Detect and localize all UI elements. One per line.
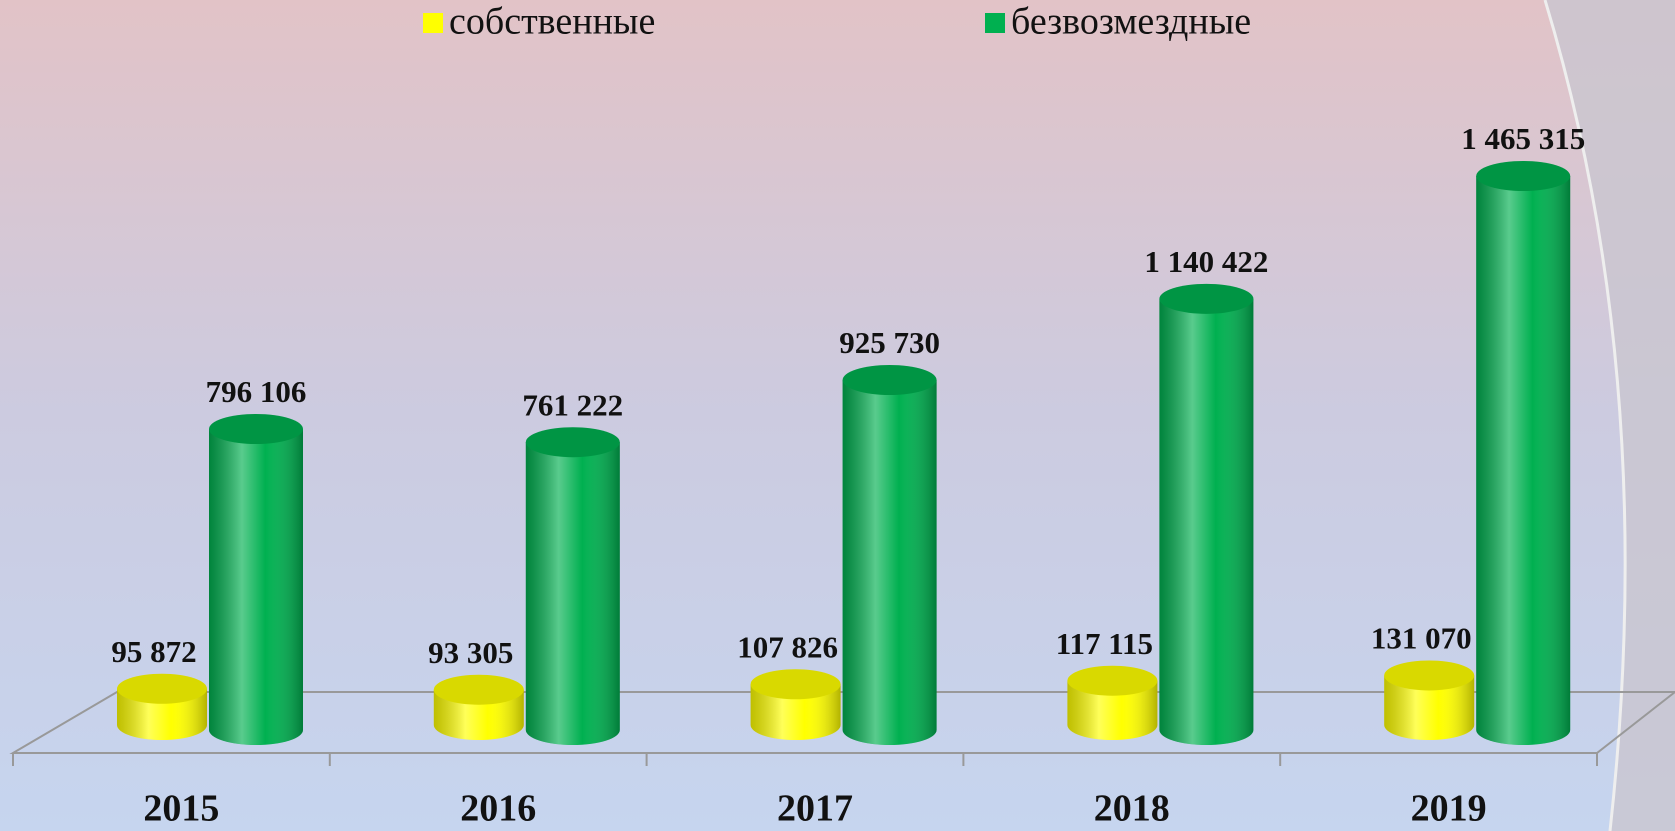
value-label: 925 730 [839,325,940,360]
value-label: 95 872 [111,634,196,669]
legend-label: собственные [449,1,655,43]
value-label: 107 826 [737,629,838,664]
value-label: 93 305 [428,635,513,670]
cylinder-shade [750,684,841,741]
cylinder-top-shade [750,669,841,700]
cylinder-top-shade [1384,660,1475,691]
cylinder-top [117,673,207,704]
value-label: 1 140 422 [1144,244,1268,279]
cylinder-top [209,414,303,445]
legend-swatch [423,13,443,33]
cylinder-top-shade [433,674,524,705]
value-label: 761 222 [522,387,623,422]
cylinder-shade [1067,680,1158,741]
value-label: 796 106 [206,374,307,409]
cylinder-shade [525,442,620,745]
cylinder-top [1067,665,1158,696]
legend-label: безвозмездные [1011,1,1251,43]
value-label: 117 115 [1056,626,1153,661]
cylinder-top [525,427,620,458]
legend-swatch [985,13,1005,33]
cylinder-top-shade [1476,161,1571,191]
x-tick-label: 2018 [1094,788,1170,830]
cylinder-top-shade [209,414,303,445]
cylinder-top [433,674,524,705]
value-label: 1 465 315 [1461,121,1585,156]
cylinder-top-shade [117,673,207,704]
cylinder-shade [209,429,303,745]
x-tick-label: 2016 [460,788,536,830]
cylinder-top-shade [842,365,937,396]
cylinder-top [1384,660,1475,691]
x-tick-label: 2019 [1411,788,1487,830]
cylinder-top [1476,161,1571,191]
cylinder-shade [1476,176,1571,745]
x-tick-label: 2015 [143,788,219,830]
floor [9,691,1675,754]
cylinder-top [750,669,841,700]
cylinder-top-shade [1159,283,1254,314]
cylinder-top-shade [525,427,620,458]
decor-arc [1545,0,1675,831]
cylinder-top [842,365,937,396]
decor-arc-edge [1543,0,1627,831]
value-label: 131 070 [1371,621,1472,656]
cylinder-top [1159,283,1254,314]
cylinder-shade [842,380,937,745]
cylinder-shade [1159,298,1254,745]
cylinder-shade [1384,675,1475,740]
x-tick-label: 2017 [777,788,853,830]
cylinder-top-shade [1067,665,1158,696]
